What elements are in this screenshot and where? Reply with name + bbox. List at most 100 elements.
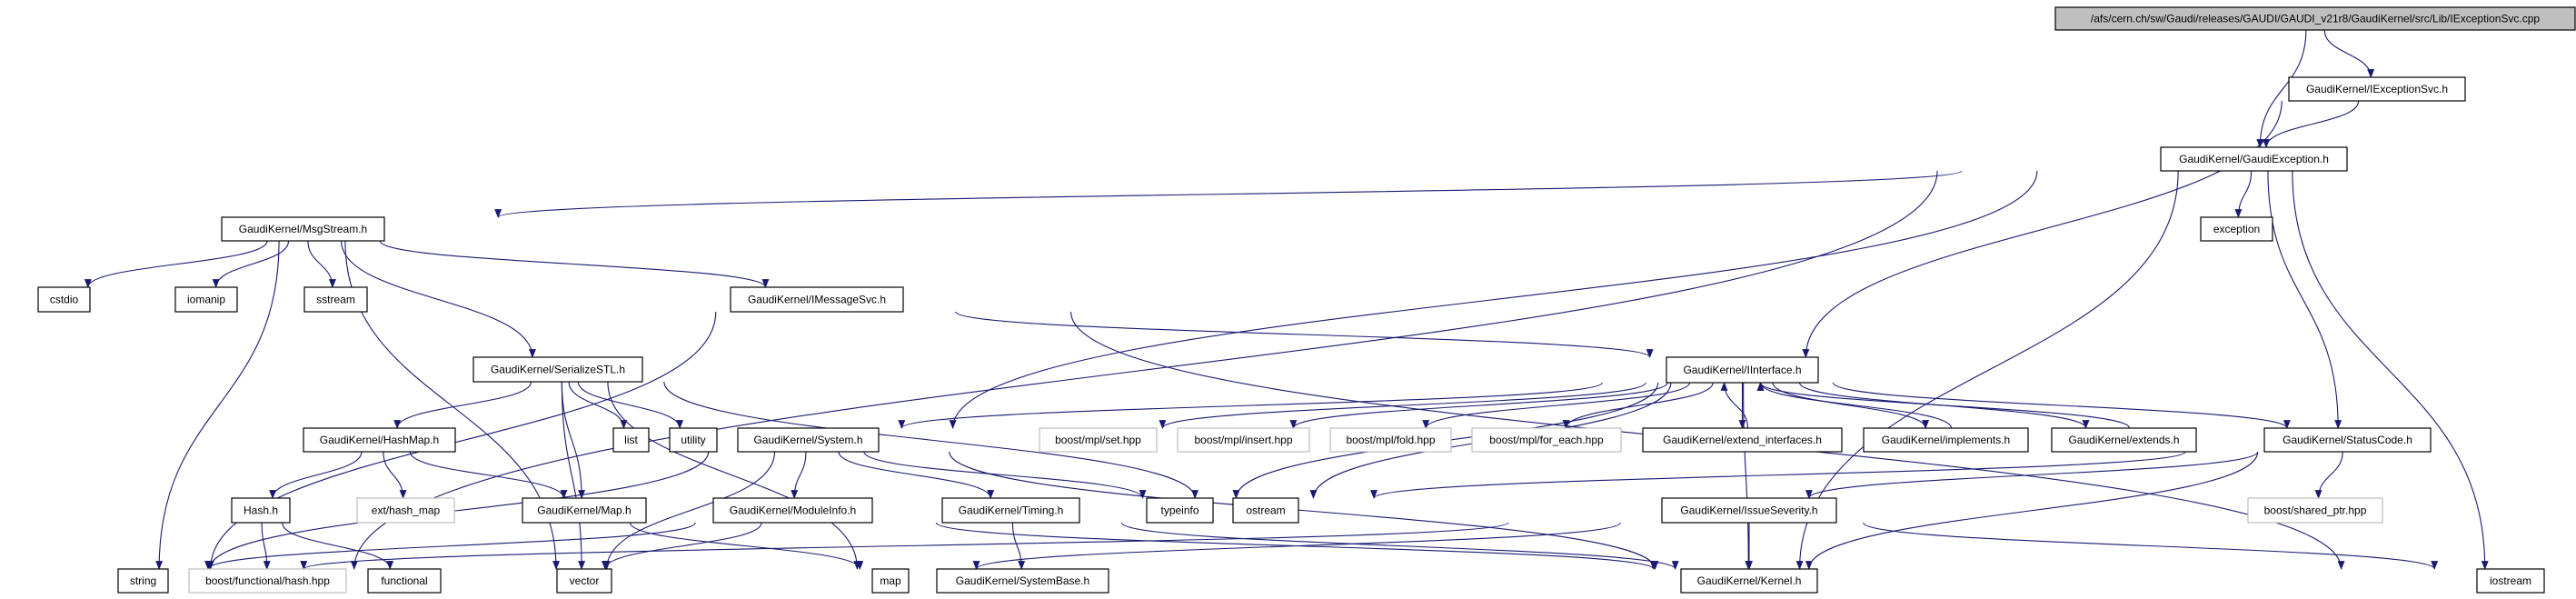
node-Hash[interactable]: Hash.h (231, 497, 291, 524)
node-box (2054, 6, 2576, 31)
node-boost_hash[interactable]: boost/functional/hash.hpp (188, 568, 347, 594)
node-set[interactable]: boost/mpl/set.hpp (1039, 427, 1158, 453)
node-extends[interactable]: GaudiKernel/extends.h (2051, 427, 2197, 453)
edge-root-to-IExceptionSvc (2323, 29, 2375, 78)
edge-HashMap-to-Map (409, 451, 568, 499)
nodes-layer: /afs/cern.ch/sw/Gaudi/releases/GAUDI/GAU… (37, 6, 2576, 594)
node-label: boost/shared_ptr.hpp (2264, 504, 2367, 517)
node-box (2200, 216, 2273, 242)
node-implements[interactable]: GaudiKernel/implements.h (1863, 427, 2029, 453)
node-map[interactable]: map (871, 568, 910, 594)
node-box (356, 497, 455, 524)
edge-System-to-vector (602, 451, 776, 570)
node-ext_hash_map[interactable]: ext/hash_map (356, 497, 455, 524)
node-box (1232, 497, 1299, 524)
edge-ModuleInfo-to-vector (602, 522, 762, 570)
node-Timing[interactable]: GaudiKernel/Timing.h (941, 497, 1080, 524)
node-label: string (130, 574, 156, 587)
edge-Map-to-map (630, 522, 864, 570)
node-label: ostream (1246, 504, 1285, 517)
edge-Timing-to-SystemBase (1011, 522, 1026, 570)
node-label: GaudiKernel/Timing.h (959, 504, 1064, 517)
edge-StatusCode-to-ostream (1370, 451, 2186, 499)
edge-GaudiException-to-string (350, 170, 1938, 570)
node-Map[interactable]: GaudiKernel/Map.h (522, 497, 647, 524)
node-insert[interactable]: boost/mpl/insert.hpp (1177, 427, 1310, 453)
node-label: ext/hash_map (372, 504, 441, 517)
node-box (1471, 427, 1622, 453)
edge-System-to-typeinfo (863, 451, 1147, 499)
node-label: typeinfo (1160, 504, 1198, 517)
node-vector[interactable]: vector (556, 568, 612, 594)
node-box (2160, 146, 2348, 172)
node-MsgStream[interactable]: GaudiKernel/MsgStream.h (221, 216, 385, 242)
node-box (669, 427, 718, 453)
node-label: GaudiKernel/StatusCode.h (2283, 434, 2412, 446)
node-box (1642, 427, 1843, 453)
node-box (871, 568, 910, 594)
edge-IInterface-to-fold (1422, 382, 1690, 429)
node-box (221, 216, 385, 242)
node-sstream[interactable]: sstream (303, 286, 368, 313)
node-ModuleInfo[interactable]: GaudiKernel/ModuleInfo.h (712, 497, 873, 524)
node-IMessageSvc[interactable]: GaudiKernel/IMessageSvc.h (730, 286, 904, 313)
node-label: cstdio (50, 294, 79, 306)
edge-MsgStream-to-IMessageSvc (379, 240, 770, 288)
node-SystemBase[interactable]: GaudiKernel/SystemBase.h (936, 568, 1109, 594)
node-HashMap[interactable]: GaudiKernel/HashMap.h (303, 427, 456, 453)
node-box (174, 286, 238, 313)
node-IInterface[interactable]: GaudiKernel/IInterface.h (1666, 356, 1819, 384)
edge-GaudiException-to-Kernel (1795, 170, 2179, 570)
node-shared_ptr[interactable]: boost/shared_ptr.hpp (2247, 497, 2383, 524)
node-ostream[interactable]: ostream (1232, 497, 1299, 524)
node-StatusCode[interactable]: GaudiKernel/StatusCode.h (2263, 427, 2432, 453)
node-string[interactable]: string (117, 568, 169, 594)
node-GaudiException[interactable]: GaudiKernel/GaudiException.h (2160, 146, 2348, 172)
edge-MsgStream-to-string (155, 240, 280, 570)
edge-extends-to-IInterface (1756, 382, 2131, 429)
node-utility[interactable]: utility (669, 427, 718, 453)
node-label: Hash.h (244, 504, 278, 517)
edge-IssueSeverity-to-map (972, 522, 1621, 570)
node-list[interactable]: list (612, 427, 650, 453)
node-for_each[interactable]: boost/mpl/for_each.hpp (1471, 427, 1622, 453)
node-label: GaudiKernel/SystemBase.h (956, 574, 1089, 587)
node-label: GaudiKernel/SerializeSTL.h (491, 364, 625, 376)
edge-GaudiException-to-exception (2234, 170, 2253, 218)
node-iostream[interactable]: iostream (2476, 568, 2545, 594)
node-box (730, 286, 904, 313)
edge-IInterface-to-implements (1772, 382, 1930, 429)
node-extend_interfaces[interactable]: GaudiKernel/extend_interfaces.h (1642, 427, 1843, 453)
edge-StatusCode-to-IssueSeverity (1805, 451, 2259, 499)
edge-System-to-Kernel (949, 451, 1659, 570)
node-label: GaudiKernel/IssueSeverity.h (1680, 504, 1817, 517)
node-exception[interactable]: exception (2200, 216, 2273, 242)
node-functional[interactable]: functional (367, 568, 442, 594)
edge-StatusCode-to-shared_ptr (2314, 451, 2343, 499)
node-label: GaudiKernel/IInterface.h (1683, 364, 1801, 376)
node-Kernel[interactable]: GaudiKernel/Kernel.h (1680, 568, 1818, 594)
node-SerializeSTL[interactable]: GaudiKernel/SerializeSTL.h (472, 356, 643, 383)
node-box (37, 286, 91, 313)
node-box (936, 568, 1109, 594)
node-cstdio[interactable]: cstdio (37, 286, 91, 313)
node-IExceptionSvc[interactable]: GaudiKernel/IExceptionSvc.h (2288, 76, 2466, 102)
node-IssueSeverity[interactable]: GaudiKernel/IssueSeverity.h (1661, 497, 1837, 524)
edge-IssueSeverity-to-iostream (1863, 522, 2438, 570)
node-label: GaudiKernel/Kernel.h (1697, 574, 1802, 587)
edge-GaudiException-to-iostream (2292, 170, 2489, 570)
node-label: GaudiKernel/MsgStream.h (239, 223, 367, 235)
node-fold[interactable]: boost/mpl/fold.hpp (1329, 427, 1452, 453)
node-label: boost/functional/hash.hpp (205, 574, 330, 587)
node-System[interactable]: GaudiKernel/System.h (737, 427, 880, 453)
edge-System-to-Timing (838, 451, 995, 499)
edge-SerializeSTL-to-Map (561, 381, 586, 499)
edge-Timing-to-Kernel (1120, 522, 1679, 570)
edge-HashMap-to-ext_hash_map (383, 451, 407, 499)
edge-IExceptionSvc-to-GaudiException (2263, 100, 2360, 148)
node-iomanip[interactable]: iomanip (174, 286, 238, 313)
node-root[interactable]: /afs/cern.ch/sw/Gaudi/releases/GAUDI/GAU… (2054, 6, 2576, 31)
edge-SerializeSTL-to-HashMap (393, 381, 532, 429)
node-typeinfo[interactable]: typeinfo (1146, 497, 1214, 524)
